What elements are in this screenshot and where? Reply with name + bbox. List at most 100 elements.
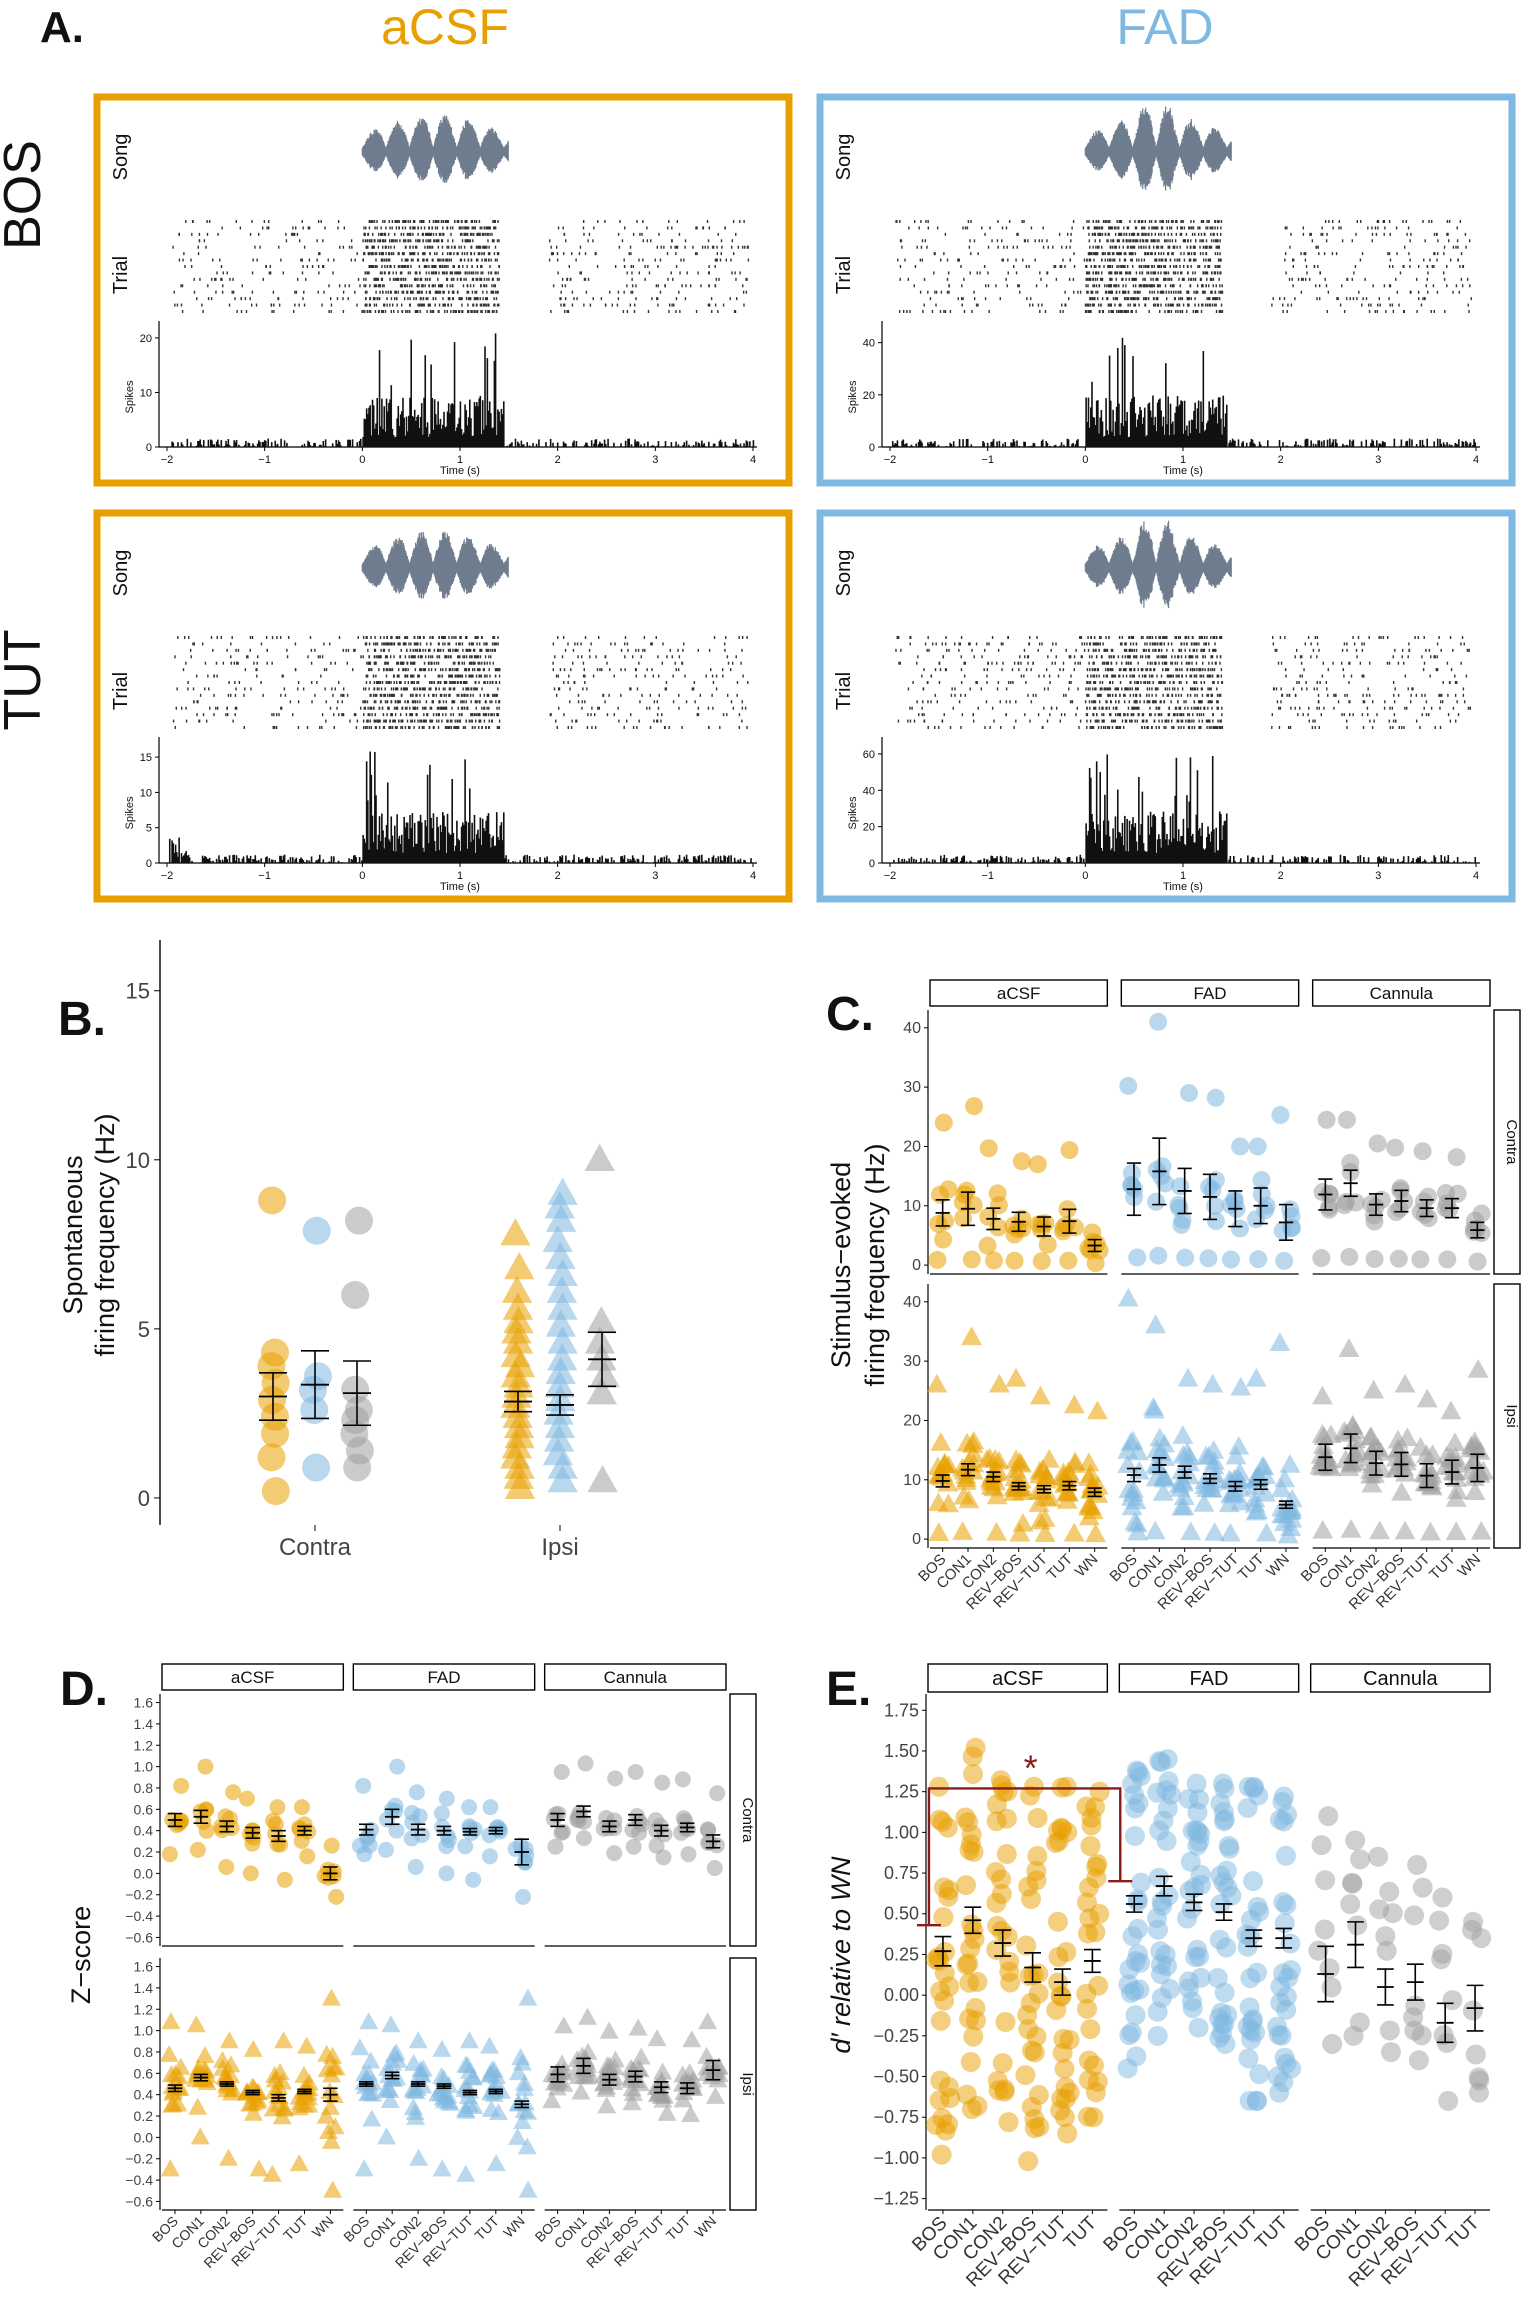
spike-tick bbox=[1153, 226, 1155, 230]
spike-tick bbox=[368, 668, 370, 672]
spike-tick bbox=[177, 636, 179, 639]
spike-tick bbox=[1118, 220, 1121, 223]
spike-tick bbox=[1215, 297, 1218, 301]
psth-bar bbox=[1197, 400, 1200, 447]
psth-bar bbox=[1266, 440, 1269, 447]
spike-tick bbox=[1328, 220, 1330, 223]
spike-tick bbox=[419, 636, 421, 639]
spike-tick bbox=[1374, 226, 1377, 230]
psth-bar bbox=[190, 442, 192, 447]
spike-tick bbox=[707, 245, 709, 249]
psth-bar bbox=[1211, 399, 1214, 447]
spike-tick bbox=[492, 648, 494, 652]
psth-bar bbox=[425, 427, 428, 447]
spike-tick bbox=[1201, 220, 1203, 223]
psth-bar bbox=[1177, 406, 1180, 447]
spike-tick bbox=[1433, 310, 1435, 313]
spike-tick bbox=[354, 648, 356, 652]
psth-bar bbox=[1059, 445, 1062, 447]
spike-tick bbox=[1127, 226, 1129, 230]
spike-tick bbox=[386, 642, 388, 646]
spike-tick bbox=[213, 674, 215, 678]
spike-tick bbox=[467, 310, 470, 313]
spike-tick bbox=[431, 310, 433, 313]
psth-bar bbox=[200, 444, 203, 447]
spike-tick bbox=[412, 290, 414, 294]
psth-bar bbox=[736, 444, 738, 447]
spike-tick bbox=[1019, 290, 1021, 294]
spike-tick bbox=[475, 220, 478, 223]
spike-tick bbox=[478, 681, 480, 684]
spike-tick bbox=[717, 232, 719, 236]
spike-tick bbox=[472, 271, 475, 275]
spike-tick bbox=[493, 226, 495, 230]
spike-tick bbox=[1452, 290, 1454, 294]
spike-tick bbox=[714, 303, 717, 307]
spike-tick bbox=[437, 642, 440, 646]
spike-tick bbox=[1110, 239, 1112, 243]
spike-tick bbox=[1110, 303, 1113, 307]
spike-tick bbox=[741, 636, 744, 639]
spike-tick bbox=[374, 661, 376, 665]
spike-tick bbox=[322, 265, 324, 268]
psth-bar bbox=[952, 441, 955, 447]
spike-tick bbox=[1398, 303, 1400, 307]
spike-tick bbox=[716, 245, 718, 249]
spike-tick bbox=[919, 290, 922, 294]
spike-tick bbox=[376, 277, 379, 281]
spike-tick bbox=[415, 310, 418, 313]
spike-tick bbox=[376, 642, 379, 646]
spike-tick bbox=[1128, 239, 1130, 243]
spike-tick bbox=[1370, 303, 1372, 307]
spike-tick bbox=[552, 252, 554, 256]
spike-tick bbox=[422, 303, 424, 307]
spike-tick bbox=[486, 232, 488, 236]
spike-tick bbox=[378, 297, 381, 301]
spike-tick bbox=[1170, 310, 1173, 313]
spike-tick bbox=[1212, 232, 1214, 236]
spike-tick bbox=[472, 226, 475, 230]
psth-bar bbox=[265, 440, 267, 447]
spike-tick bbox=[454, 681, 456, 684]
spike-tick bbox=[1091, 232, 1094, 236]
spike-tick bbox=[480, 310, 482, 313]
spike-tick bbox=[583, 277, 586, 281]
psth-bar bbox=[906, 443, 908, 447]
psth-bar bbox=[1161, 426, 1164, 447]
spike-tick bbox=[1368, 310, 1371, 313]
spike-tick bbox=[1152, 284, 1154, 288]
spike-tick bbox=[1186, 290, 1189, 294]
spike-tick bbox=[635, 297, 637, 301]
spike-tick bbox=[650, 239, 652, 243]
psth-bar bbox=[1182, 433, 1185, 447]
spike-tick bbox=[1209, 297, 1211, 301]
psth-bar bbox=[1077, 439, 1079, 447]
spike-tick bbox=[370, 220, 373, 223]
spike-tick bbox=[494, 245, 497, 249]
spike-tick bbox=[1188, 297, 1190, 301]
spike-tick bbox=[421, 290, 423, 294]
spike-tick bbox=[1192, 226, 1195, 230]
spike-tick bbox=[470, 252, 472, 256]
spike-tick bbox=[212, 258, 214, 262]
spike-tick bbox=[303, 303, 306, 307]
spike-tick bbox=[746, 245, 749, 249]
spike-tick bbox=[493, 252, 496, 256]
spike-tick bbox=[381, 681, 384, 684]
psth-bar bbox=[1125, 421, 1127, 447]
spike-tick bbox=[366, 636, 368, 639]
spike-tick bbox=[1201, 284, 1204, 288]
spike-tick bbox=[476, 232, 478, 236]
spike-tick bbox=[453, 265, 455, 268]
spike-tick bbox=[681, 284, 683, 288]
spike-tick bbox=[437, 648, 439, 652]
spike-tick bbox=[671, 239, 673, 243]
spike-tick bbox=[1424, 239, 1426, 243]
spike-tick bbox=[1301, 277, 1303, 281]
spike-tick bbox=[583, 303, 585, 307]
spike-tick bbox=[1206, 271, 1209, 275]
spike-tick bbox=[375, 661, 377, 665]
spike-tick bbox=[1119, 303, 1121, 307]
psth-bar bbox=[650, 445, 653, 447]
spike-tick bbox=[1156, 226, 1159, 230]
